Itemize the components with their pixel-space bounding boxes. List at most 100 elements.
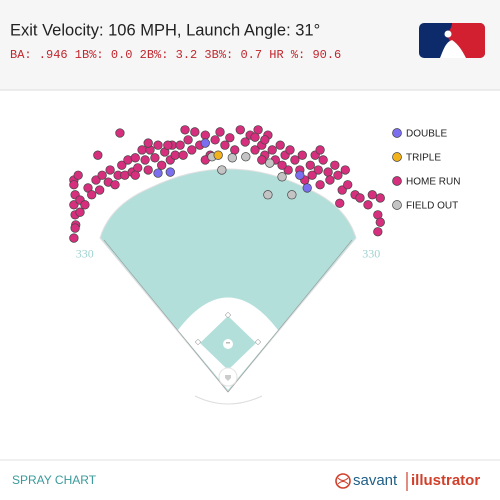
hit-point xyxy=(227,153,237,163)
legend-marker xyxy=(392,176,402,186)
legend-label: HOME RUN xyxy=(406,177,460,188)
hit-point xyxy=(375,217,385,227)
hit-point xyxy=(130,170,140,180)
hit-point xyxy=(267,145,277,155)
hit-point xyxy=(215,127,225,137)
hit-point xyxy=(263,190,273,200)
hit-point xyxy=(87,190,97,200)
hit-point xyxy=(260,135,270,145)
hit-point xyxy=(225,133,235,143)
hit-point xyxy=(241,152,251,162)
legend-label: TRIPLE xyxy=(406,153,441,164)
hit-point xyxy=(91,175,101,185)
hit-point xyxy=(170,150,180,160)
header-bg xyxy=(0,0,500,90)
hit-point xyxy=(235,125,245,135)
legend: DOUBLE TRIPLE HOME RUN FIELD OUT xyxy=(392,128,460,212)
hit-point xyxy=(97,170,107,180)
distance-label: 330 xyxy=(76,247,94,261)
hit-point xyxy=(355,193,365,203)
legend-label: FIELD OUT xyxy=(406,201,458,212)
hit-point xyxy=(213,150,223,160)
hit-point xyxy=(175,140,185,150)
hit-point xyxy=(70,223,80,233)
hit-point xyxy=(80,200,90,210)
hit-point xyxy=(295,170,305,180)
hit-point xyxy=(373,227,383,237)
hit-point xyxy=(178,150,188,160)
hit-point xyxy=(183,135,193,145)
hit-point xyxy=(117,160,127,170)
hit-point xyxy=(363,200,373,210)
legend-marker xyxy=(392,128,402,138)
hit-point xyxy=(110,180,120,190)
hit-point xyxy=(265,158,275,168)
hit-point xyxy=(73,170,83,180)
hit-point xyxy=(69,233,79,243)
brand-savant: savant xyxy=(353,472,398,489)
hit-point xyxy=(150,153,160,163)
hit-point xyxy=(69,180,79,190)
hit-point xyxy=(217,165,227,175)
legend-label: DOUBLE xyxy=(406,129,447,140)
hit-point xyxy=(250,132,260,142)
legend-marker xyxy=(392,152,402,162)
hit-point xyxy=(250,145,260,155)
hit-point xyxy=(323,167,333,177)
hit-point xyxy=(210,135,220,145)
hit-point xyxy=(143,138,153,148)
hit-point xyxy=(287,190,297,200)
hit-point xyxy=(307,170,317,180)
hit-point xyxy=(375,193,385,203)
hit-point xyxy=(190,127,200,137)
hit-point xyxy=(313,165,323,175)
hit-point xyxy=(275,140,285,150)
points xyxy=(69,125,385,243)
hit-point xyxy=(187,145,197,155)
hit-point xyxy=(240,137,250,147)
hit-point xyxy=(200,138,210,148)
hit-point xyxy=(290,155,300,165)
hit-point xyxy=(69,200,79,210)
hit-point xyxy=(95,185,105,195)
hit-point xyxy=(318,155,328,165)
hit-point xyxy=(105,165,115,175)
hit-point xyxy=(143,165,153,175)
brand-illustrator: illustrator xyxy=(411,472,480,489)
hit-point xyxy=(340,165,350,175)
hit-point xyxy=(333,170,343,180)
hit-point xyxy=(302,183,312,193)
hit-point xyxy=(230,145,240,155)
hit-point xyxy=(140,155,150,165)
hit-point xyxy=(277,160,287,170)
hit-point xyxy=(130,153,140,163)
title: Exit Velocity: 106 MPH, Launch Angle: 31… xyxy=(10,21,320,39)
legend-marker xyxy=(392,200,402,210)
hit-point xyxy=(180,125,190,135)
footer-label: SPRAY CHART xyxy=(12,473,97,487)
hit-point xyxy=(75,207,85,217)
league-logo xyxy=(419,23,485,58)
distance-label: 330 xyxy=(362,247,380,261)
hit-point xyxy=(305,160,315,170)
hit-point xyxy=(257,155,267,165)
hit-point xyxy=(285,145,295,155)
hit-point xyxy=(165,167,175,177)
hit-point xyxy=(325,175,335,185)
stats: BA: .946 1B%: 0.0 2B%: 3.2 3B%: 0.7 HR %… xyxy=(10,48,341,62)
hit-point xyxy=(220,140,230,150)
hit-point xyxy=(315,180,325,190)
hit-point xyxy=(163,140,173,150)
hit-point xyxy=(93,150,103,160)
hit-point xyxy=(367,190,377,200)
hit-point xyxy=(157,160,167,170)
hit-point xyxy=(153,168,163,178)
hit-point xyxy=(343,180,353,190)
hit-point xyxy=(335,198,345,208)
hit-point xyxy=(277,172,287,182)
hit-point xyxy=(115,128,125,138)
hit-point xyxy=(283,165,293,175)
hit-point xyxy=(297,150,307,160)
hit-point xyxy=(330,160,340,170)
